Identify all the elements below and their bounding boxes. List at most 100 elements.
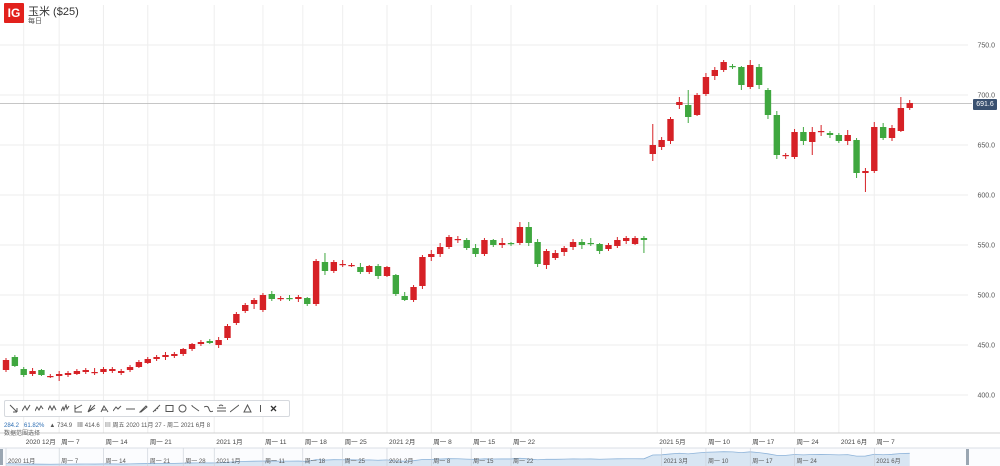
candle-body — [862, 171, 869, 173]
candle-body — [348, 265, 355, 267]
candle-body — [82, 370, 89, 372]
candle-body — [20, 369, 27, 375]
x-tick-label: 周一 22 — [513, 438, 535, 446]
candle — [454, 236, 462, 243]
candle-body — [623, 238, 630, 241]
candle-body — [410, 287, 417, 300]
candle — [596, 243, 603, 254]
candle — [11, 355, 19, 367]
candle-body — [188, 344, 196, 349]
x-tick-label: 周一 11 — [265, 438, 287, 446]
current-price-tag: 691.6 — [973, 99, 997, 110]
candle-body — [73, 371, 81, 374]
candle-body — [197, 342, 205, 344]
x-tick-label: 2021 6月 — [841, 438, 867, 446]
arrow-icon[interactable] — [7, 402, 20, 415]
candle — [516, 222, 524, 245]
close-icon[interactable] — [267, 402, 280, 415]
navigator-handle-right[interactable] — [966, 449, 969, 465]
line-icon[interactable] — [124, 402, 137, 415]
ray-icon[interactable] — [189, 402, 202, 415]
candle — [392, 274, 400, 296]
candle — [552, 250, 559, 260]
candle-body — [490, 240, 497, 245]
candle-body — [250, 300, 258, 304]
candle-body — [631, 238, 639, 244]
candle — [374, 264, 382, 279]
candle-body — [436, 247, 444, 254]
curve-icon[interactable] — [202, 402, 215, 415]
trend-icon[interactable] — [111, 402, 124, 415]
navigator-label: 2021 1月 — [216, 458, 240, 465]
candle-body — [268, 294, 275, 299]
candle-body — [38, 370, 45, 375]
candle-body — [153, 357, 160, 359]
x-axis-labels: 2020 12月 周一 7 周一 14 周一 21 2021 1月 周一 11 周一 18 周… — [26, 438, 895, 446]
candle-body — [791, 132, 798, 157]
zigzag-icon[interactable] — [20, 402, 33, 415]
candle — [844, 130, 851, 145]
candle — [534, 239, 541, 267]
diagonal-icon[interactable] — [228, 402, 241, 415]
triangle-icon[interactable] — [241, 402, 254, 415]
pitchfork-icon[interactable] — [98, 402, 111, 415]
candle — [295, 295, 302, 302]
x-tick-label: 周一 10 — [708, 438, 730, 446]
candle — [348, 263, 355, 267]
ruler-icon[interactable] — [150, 402, 163, 415]
candle — [410, 285, 417, 302]
candle — [702, 73, 710, 96]
drawing-toolbar — [4, 400, 290, 417]
candle-body — [711, 70, 718, 76]
pencil-icon[interactable] — [137, 402, 150, 415]
candle — [242, 303, 249, 313]
zigzag-double-icon[interactable] — [33, 402, 46, 415]
y-tick-label: 700.0 — [977, 93, 995, 100]
candle — [29, 368, 36, 376]
candle-body — [507, 243, 515, 245]
candle-body — [304, 298, 311, 304]
candle-body — [64, 373, 72, 375]
candle — [436, 243, 444, 257]
candle-body — [295, 297, 302, 299]
candle — [906, 100, 913, 110]
interval-label: 每日 — [28, 18, 42, 25]
candle-body — [552, 253, 559, 258]
candle — [20, 367, 27, 377]
candle-body — [481, 240, 488, 254]
rectangle-icon[interactable] — [163, 402, 176, 415]
channel-icon[interactable] — [215, 402, 228, 415]
x-tick-label: 周一 21 — [150, 438, 172, 446]
candle-body — [454, 239, 462, 241]
candle — [330, 260, 338, 273]
waves-icon[interactable] — [59, 402, 72, 415]
wave-icon[interactable] — [46, 402, 59, 415]
candle — [569, 239, 577, 250]
candle-body — [339, 264, 346, 266]
candle — [153, 355, 160, 361]
navigator-handle-left[interactable] — [0, 449, 3, 465]
candle — [543, 249, 550, 269]
circle-icon[interactable] — [176, 402, 189, 415]
candle — [835, 133, 843, 143]
candle — [862, 168, 869, 192]
candle — [490, 239, 497, 247]
x-tick-label: 2021 5月 — [659, 438, 685, 446]
navigator[interactable]: 2020 11月 周一 7 周一 14 周一 21 周一 28 2021 1月 周一 11 周… — [0, 447, 1000, 466]
candle-body — [259, 295, 267, 310]
candle-body — [126, 367, 134, 370]
candle — [826, 131, 834, 138]
navigator-label: 周一 11 — [265, 458, 286, 465]
candle-body — [206, 341, 213, 343]
candle — [578, 239, 586, 249]
candle — [685, 90, 692, 123]
stats-high: 734.9 — [57, 423, 73, 429]
fib-icon[interactable] — [72, 402, 85, 415]
candle — [560, 246, 568, 256]
candle — [126, 365, 134, 372]
candle — [507, 242, 515, 246]
fib-fan-icon[interactable] — [85, 402, 98, 415]
candle-body — [144, 359, 151, 363]
x-tick-label: 周一 14 — [105, 438, 127, 446]
